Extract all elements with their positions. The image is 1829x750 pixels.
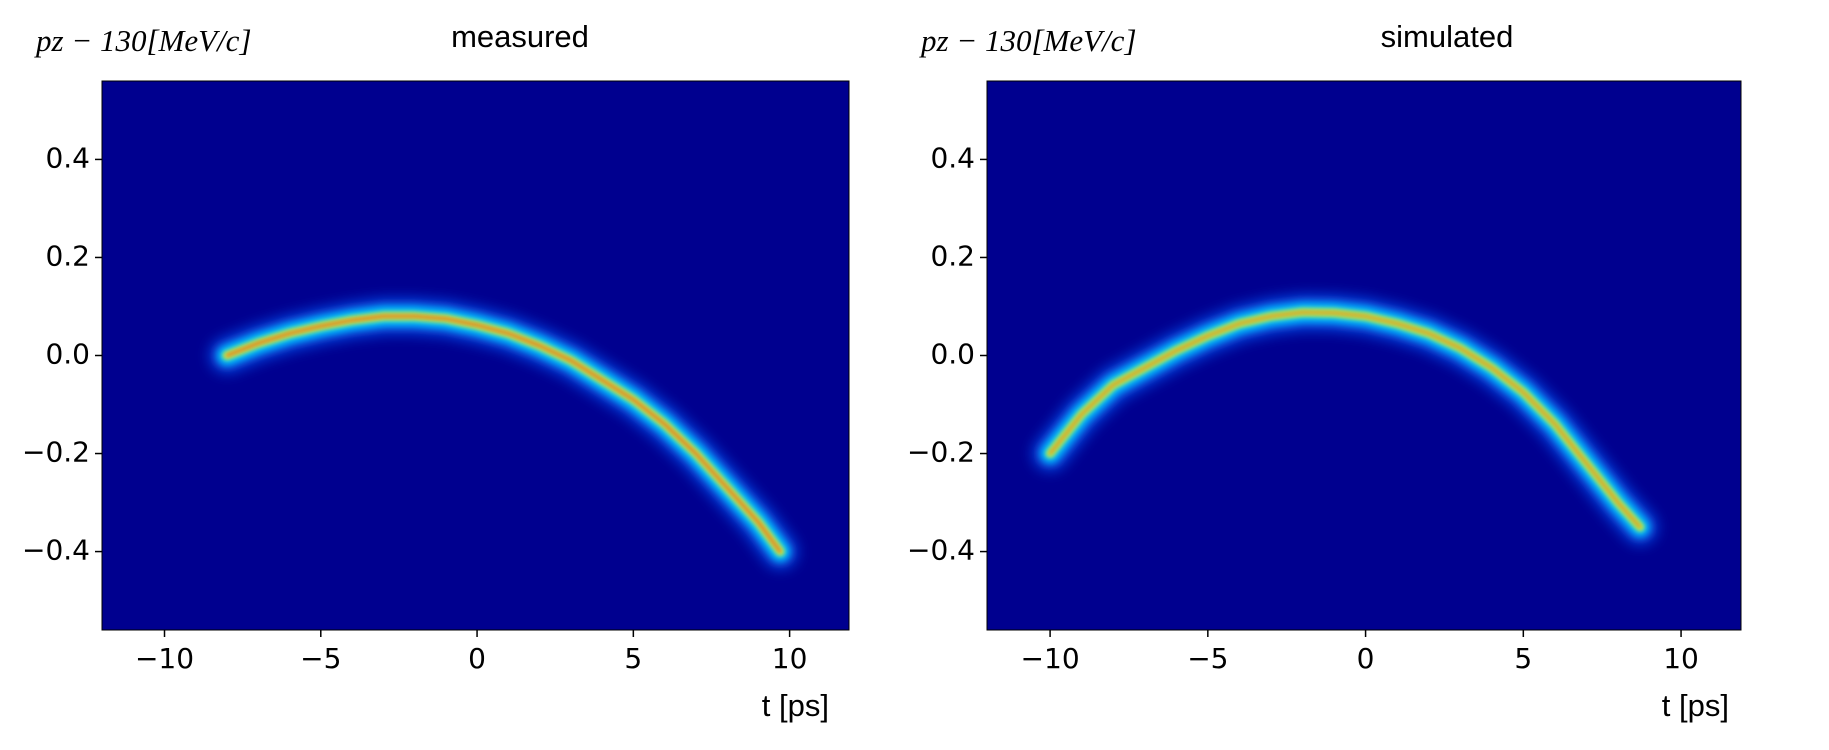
y-tick-label: 0.2 bbox=[930, 239, 975, 272]
density-band bbox=[225, 314, 782, 554]
x-tick-label: 0 bbox=[468, 642, 486, 675]
y-axis-label: pz − 130[MeV/c] bbox=[34, 23, 252, 58]
y-tick-label: 0.2 bbox=[45, 239, 90, 272]
plot-area bbox=[987, 81, 1741, 630]
y-tick-label: 0.4 bbox=[45, 141, 90, 174]
y-tick-label: −0.2 bbox=[22, 436, 90, 469]
y-tick-label: −0.2 bbox=[907, 436, 975, 469]
y-axis-label: pz − 130[MeV/c] bbox=[919, 23, 1137, 58]
y-tick-label: 0.0 bbox=[930, 338, 975, 371]
y-tick-label: −0.4 bbox=[22, 534, 90, 567]
x-tick-label: 5 bbox=[624, 642, 642, 675]
x-tick-label: 5 bbox=[1514, 642, 1532, 675]
chart-title: simulated bbox=[1381, 19, 1514, 54]
x-tick-label: 0 bbox=[1357, 642, 1375, 675]
x-tick-label: 10 bbox=[772, 642, 808, 675]
chart-title: measured bbox=[451, 19, 589, 54]
density-band bbox=[1048, 310, 1642, 529]
x-tick-label: −5 bbox=[1187, 642, 1228, 675]
x-tick-label: 10 bbox=[1663, 642, 1699, 675]
y-tick-label: 0.0 bbox=[45, 338, 90, 371]
x-tick-label: −5 bbox=[300, 642, 341, 675]
y-tick-label: −0.4 bbox=[907, 534, 975, 567]
x-axis-label: t [ps] bbox=[762, 688, 829, 723]
x-tick-label: −10 bbox=[1021, 642, 1080, 675]
x-tick-label: −10 bbox=[135, 642, 194, 675]
y-tick-label: 0.4 bbox=[930, 141, 975, 174]
x-axis-label: t [ps] bbox=[1662, 688, 1729, 723]
